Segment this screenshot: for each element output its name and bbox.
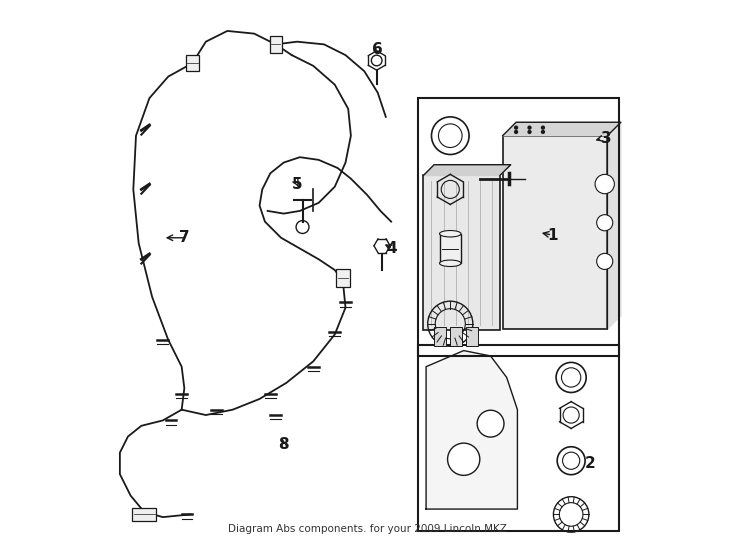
Ellipse shape	[440, 231, 461, 237]
Circle shape	[527, 130, 531, 134]
Text: 6: 6	[372, 42, 383, 57]
Circle shape	[514, 130, 518, 134]
Text: 1: 1	[547, 227, 558, 242]
Circle shape	[597, 253, 613, 269]
Bar	[336, 269, 349, 287]
Circle shape	[541, 130, 545, 134]
Polygon shape	[503, 122, 621, 136]
Polygon shape	[424, 165, 511, 176]
Circle shape	[595, 174, 614, 194]
Bar	[440, 234, 461, 264]
Text: 4: 4	[386, 241, 396, 256]
Bar	[466, 327, 479, 346]
Text: Diagram Abs components. for your 2009 Lincoln MKZ: Diagram Abs components. for your 2009 Li…	[228, 524, 506, 534]
Polygon shape	[426, 350, 517, 509]
Bar	[434, 327, 446, 346]
Bar	[132, 508, 156, 521]
Circle shape	[527, 125, 531, 130]
Ellipse shape	[440, 260, 461, 267]
Text: 8: 8	[278, 437, 289, 452]
Bar	[424, 176, 500, 330]
Text: 7: 7	[179, 230, 189, 245]
Bar	[186, 55, 199, 71]
Text: 5: 5	[292, 177, 302, 192]
Text: 2: 2	[584, 456, 595, 471]
Bar	[270, 36, 282, 53]
Circle shape	[477, 410, 504, 437]
Circle shape	[448, 443, 480, 475]
Bar	[418, 98, 619, 356]
Text: 3: 3	[600, 131, 611, 146]
Bar	[503, 136, 608, 329]
Polygon shape	[608, 122, 621, 329]
Circle shape	[541, 125, 545, 130]
Bar	[450, 327, 462, 346]
Circle shape	[597, 215, 613, 231]
Bar	[418, 345, 619, 531]
Circle shape	[514, 125, 518, 130]
